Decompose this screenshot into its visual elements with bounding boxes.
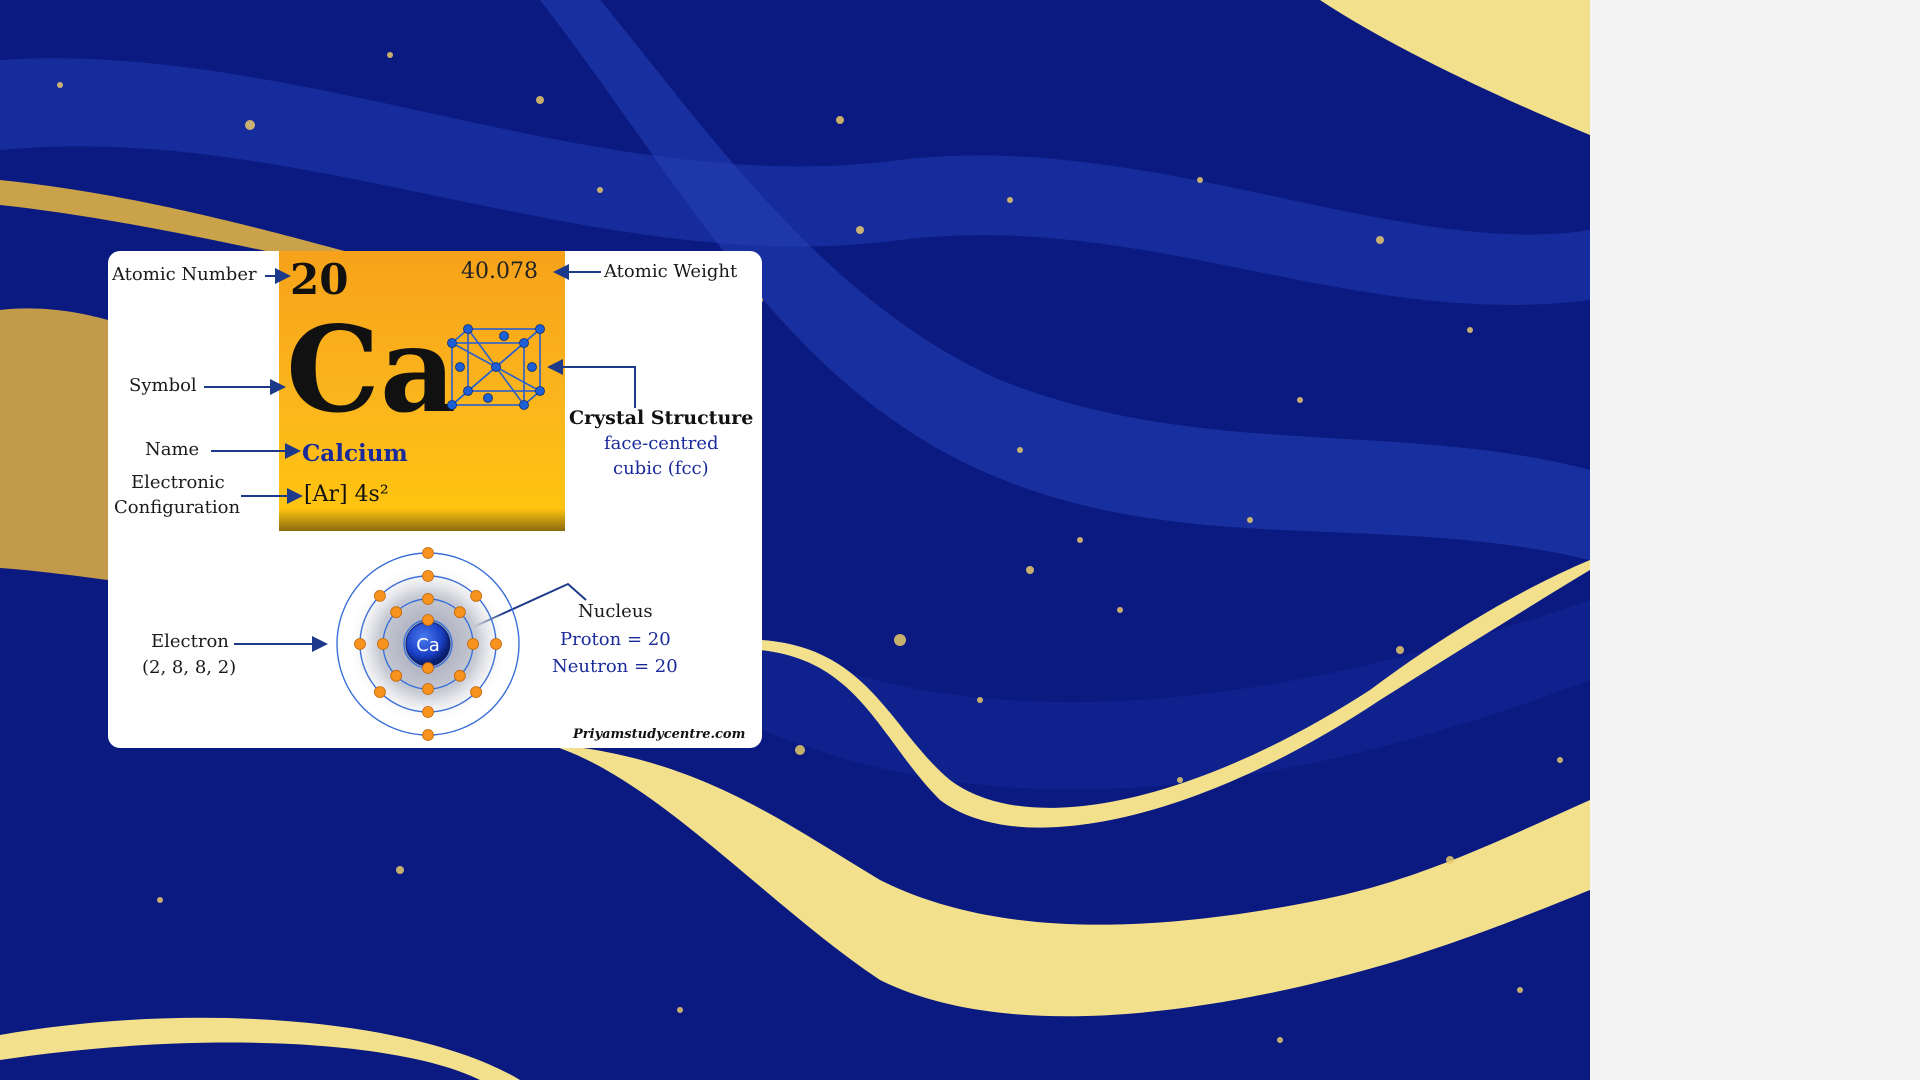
- electron-shell-4: [422, 729, 434, 741]
- electrons: [354, 547, 502, 741]
- electron-shell-2: [390, 669, 403, 682]
- label-proton: Proton = 20: [560, 629, 671, 650]
- calcium-element-card: 20 40.078 Ca Calcium [Ar] 4s² Atomic Num…: [108, 251, 762, 748]
- electron-shell-2: [377, 638, 389, 650]
- electron-shell-3: [354, 638, 366, 650]
- electron-shell-3: [422, 570, 434, 582]
- label-crystal-line2: cubic (fcc): [613, 458, 709, 479]
- nucleus-symbol: Ca: [416, 635, 440, 656]
- label-electronic-line1: Electronic: [131, 472, 225, 493]
- atomic-weight-value: 40.078: [461, 259, 538, 284]
- label-nucleus: Nucleus: [578, 601, 653, 622]
- diagram-overlay: Ca: [204, 264, 636, 741]
- watermark: Priyamstudycentre.com: [573, 727, 746, 742]
- electron-shell-4: [422, 547, 434, 559]
- electronic-configuration-value: [Ar] 4s²: [304, 482, 389, 507]
- electron-shell-3: [373, 589, 386, 602]
- electron-shell-2: [422, 593, 434, 605]
- electron-shell-3: [422, 706, 434, 718]
- label-electron: Electron: [151, 631, 229, 652]
- electron-shell-2: [453, 606, 466, 619]
- label-electronic-line2: Configuration: [114, 497, 241, 518]
- label-neutron: Neutron = 20: [552, 656, 678, 677]
- label-atomic-number: Atomic Number: [112, 264, 257, 285]
- label-crystal-structure: Crystal Structure: [569, 407, 754, 429]
- arrow-crystal: [547, 359, 636, 408]
- electron-shell-3: [373, 686, 386, 699]
- element-symbol: Ca: [286, 300, 457, 439]
- element-name: Calcium: [302, 440, 408, 467]
- electron-shell-2: [390, 606, 403, 619]
- electron-shell-2: [467, 638, 479, 650]
- bohr-model: Ca: [336, 547, 520, 741]
- electron-shell-1: [422, 662, 434, 674]
- label-name: Name: [145, 439, 200, 460]
- label-electron-shells: (2, 8, 8, 2): [142, 657, 237, 678]
- atomic-number-value: 20: [290, 255, 349, 304]
- marble-background: [0, 0, 1590, 1080]
- slide-background: [0, 0, 1590, 1080]
- electron-shell-2: [453, 669, 466, 682]
- electron-shell-2: [422, 683, 434, 695]
- electron-shell-3: [490, 638, 502, 650]
- label-symbol: Symbol: [129, 375, 197, 396]
- label-atomic-weight: Atomic Weight: [604, 261, 738, 282]
- electron-shell-1: [422, 614, 434, 626]
- electron-shell-3: [470, 686, 483, 699]
- label-crystal-line1: face-centred: [604, 433, 719, 454]
- electron-shell-3: [470, 589, 483, 602]
